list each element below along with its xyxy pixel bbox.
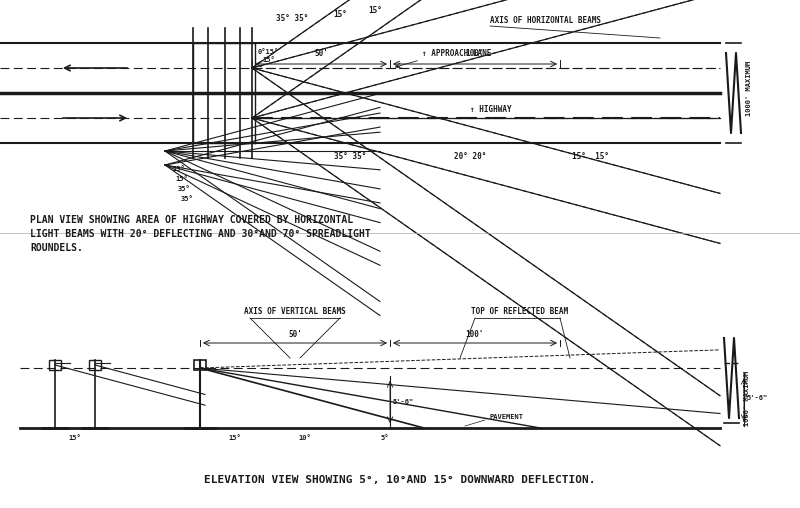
Text: TOP OF REFLECTED BEAM: TOP OF REFLECTED BEAM — [471, 307, 569, 316]
Text: 15°: 15° — [69, 435, 82, 441]
Text: 35° 35°: 35° 35° — [334, 152, 366, 161]
Text: 1000' MAXIMUM: 1000' MAXIMUM — [746, 60, 752, 116]
Bar — [89, 360, 101, 370]
Text: 50': 50' — [288, 330, 302, 339]
Text: 5°: 5° — [381, 435, 390, 441]
Text: 1000' MAXIMUM: 1000' MAXIMUM — [744, 370, 750, 426]
Text: 50': 50' — [314, 49, 328, 58]
Text: 15°: 15° — [175, 176, 188, 182]
Text: PLAN VIEW SHOWING AREA OF HIGHWAY COVERED BY HORIZONTAL: PLAN VIEW SHOWING AREA OF HIGHWAY COVERE… — [30, 215, 353, 225]
Text: AXIS OF VERTICAL BEAMS: AXIS OF VERTICAL BEAMS — [244, 307, 346, 316]
Text: ROUNDELS.: ROUNDELS. — [30, 243, 83, 253]
Bar — [194, 360, 206, 370]
Text: 15°: 15° — [333, 10, 347, 19]
Text: 35° 35°: 35° 35° — [276, 14, 308, 23]
Text: PAVEMENT: PAVEMENT — [490, 414, 524, 420]
Text: 10°: 10° — [298, 435, 311, 441]
Text: 35°: 35° — [181, 196, 194, 202]
Text: 100': 100' — [466, 49, 484, 58]
Text: 0°15°: 0°15° — [258, 49, 279, 55]
Text: 15°: 15° — [368, 6, 382, 15]
Text: 15°  15°: 15° 15° — [571, 152, 609, 161]
Text: ↑ HIGHWAY: ↑ HIGHWAY — [470, 105, 512, 114]
Text: 15°: 15° — [229, 435, 242, 441]
Bar — [49, 360, 61, 370]
Text: 100': 100' — [466, 330, 484, 339]
Text: ↑ APPROACH LANE: ↑ APPROACH LANE — [422, 49, 491, 58]
Text: 5'-6": 5'-6" — [747, 395, 768, 401]
Text: LIGHT BEAMS WITH 20° DEFLECTING AND 30°AND 70° SPREADLIGHT: LIGHT BEAMS WITH 20° DEFLECTING AND 30°A… — [30, 229, 370, 239]
Text: 20° 20°: 20° 20° — [454, 152, 486, 161]
Text: 35°: 35° — [178, 186, 190, 192]
Text: 15°: 15° — [262, 57, 274, 63]
Text: ELEVATION VIEW SHOWING 5°, 10°AND 15° DOWNWARD DEFLECTION.: ELEVATION VIEW SHOWING 5°, 10°AND 15° DO… — [204, 475, 596, 485]
Text: 5'-6": 5'-6" — [393, 399, 414, 405]
Text: AXIS OF HORIZONTAL BEAMS: AXIS OF HORIZONTAL BEAMS — [490, 16, 601, 25]
Text: 15°: 15° — [172, 166, 185, 172]
